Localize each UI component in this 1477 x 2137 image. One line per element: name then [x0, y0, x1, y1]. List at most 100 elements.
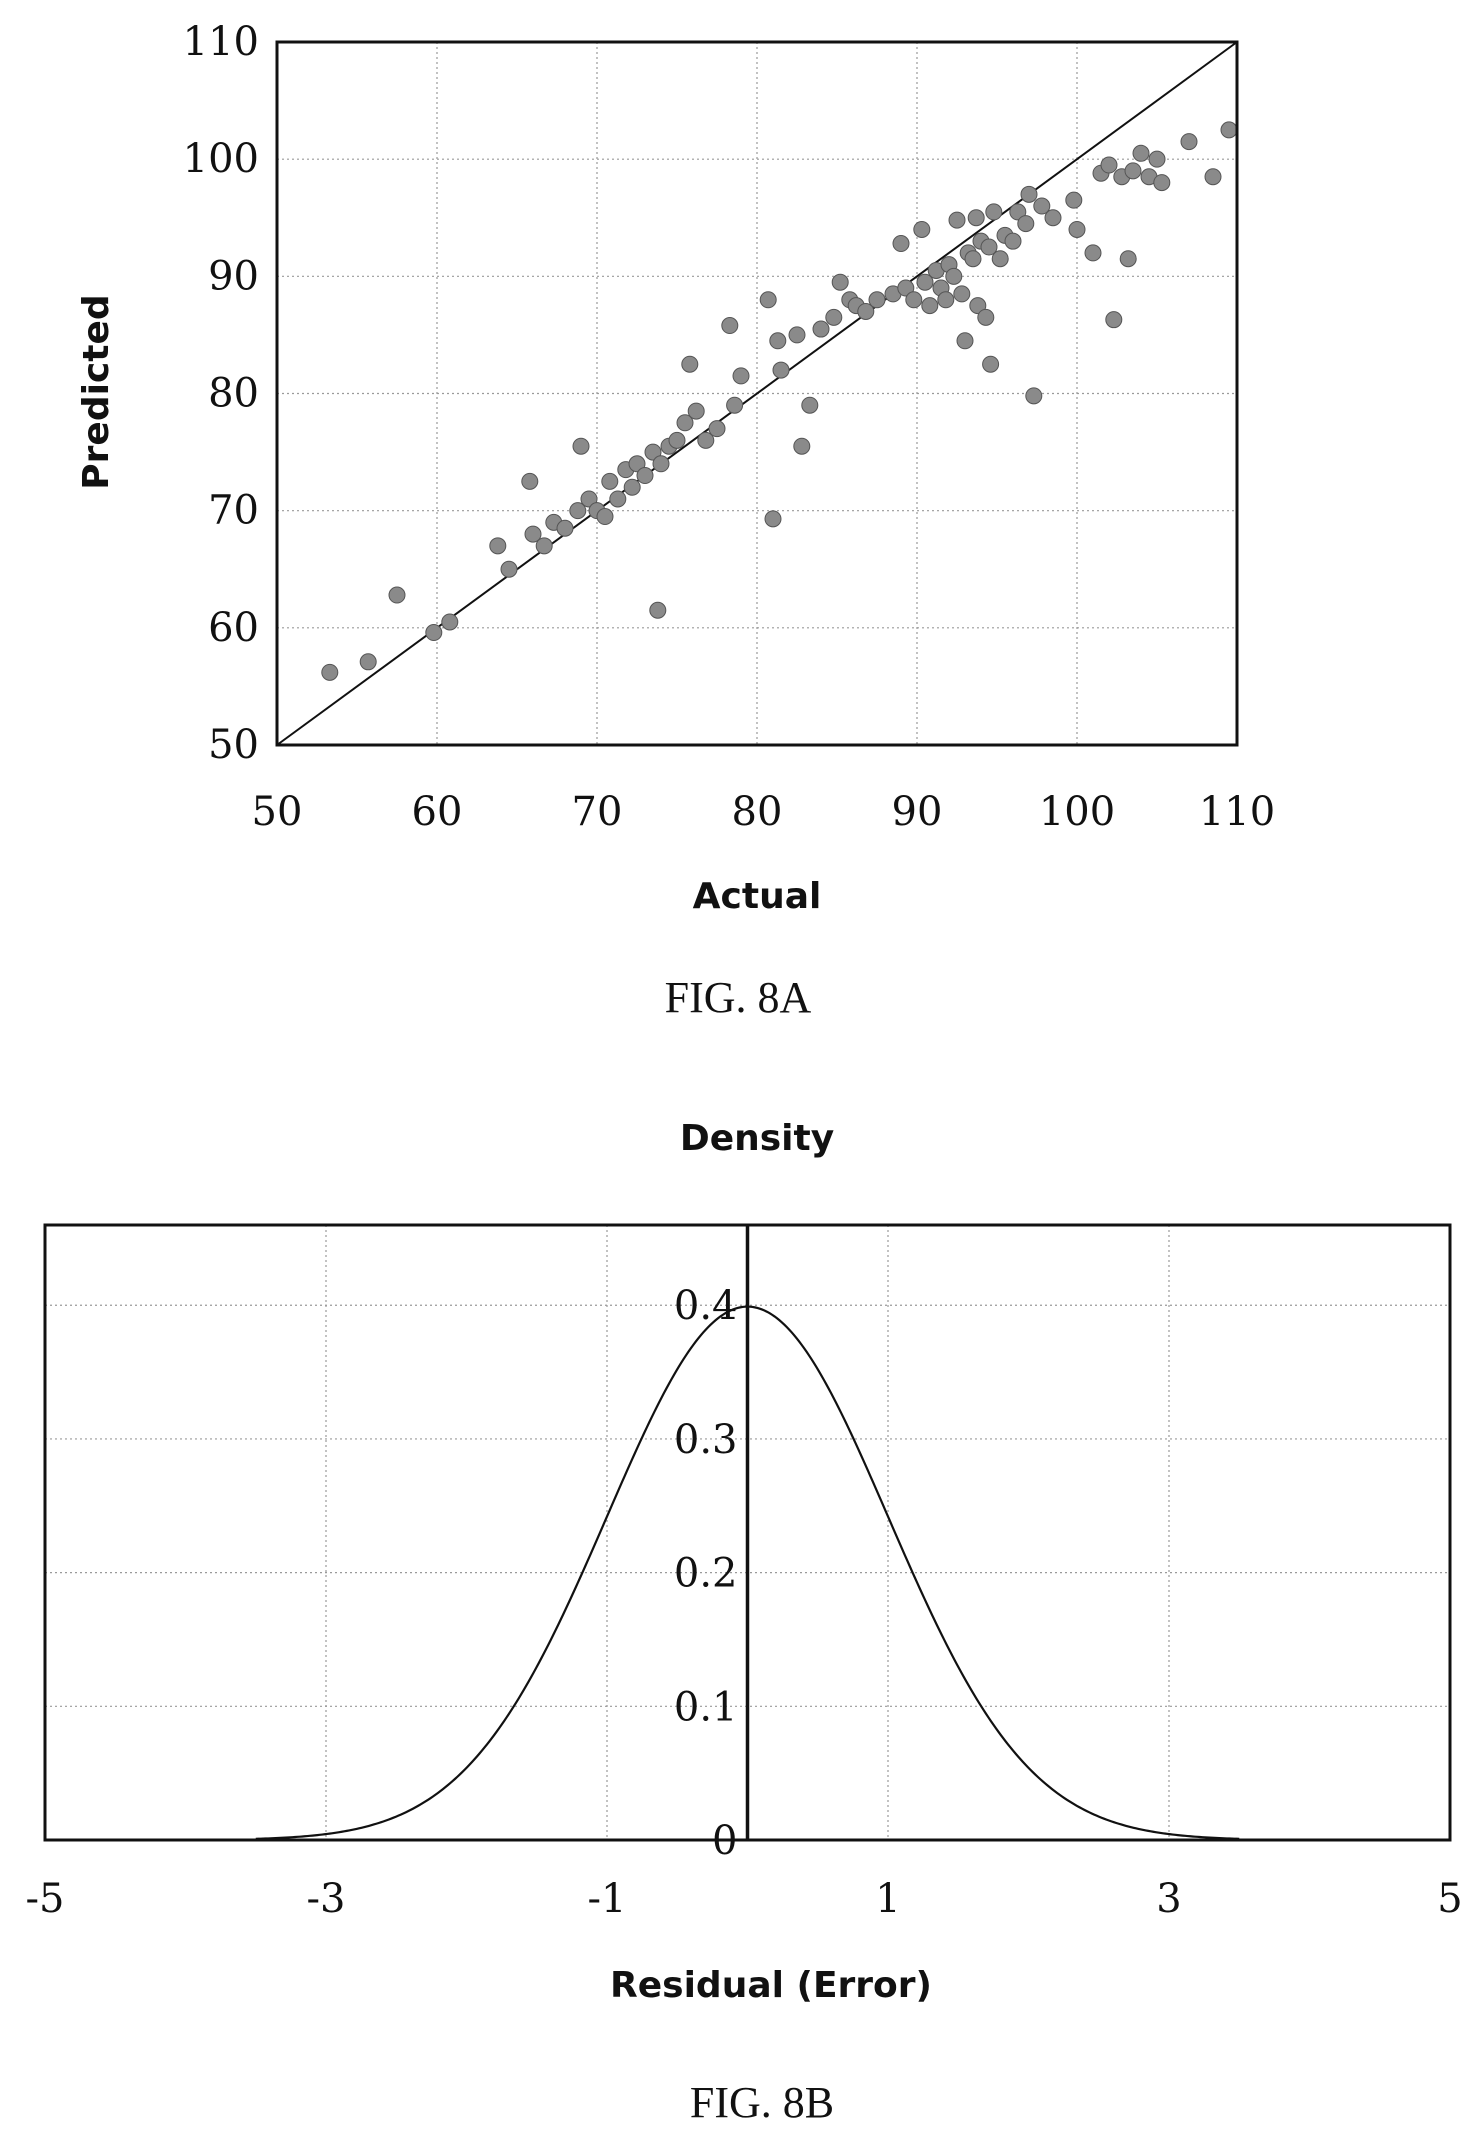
scatter-point — [649, 601, 667, 619]
scatter-y-tick: 50 — [208, 722, 259, 768]
figure-caption-b: FIG. 8B — [690, 2078, 834, 2127]
scatter-point — [441, 613, 459, 631]
scatter-point — [1065, 191, 1083, 209]
scatter-point — [1220, 121, 1238, 139]
density-plot-frame — [43, 1223, 1452, 1842]
scatter-point — [1204, 168, 1222, 186]
scatter-point — [897, 279, 915, 297]
density-x-tick: 3 — [1156, 1876, 1181, 1922]
scatter-y-tick: 70 — [208, 488, 259, 534]
scatter-plot-frame — [275, 40, 1239, 747]
scatter-point — [969, 297, 987, 315]
scatter-point — [1148, 150, 1166, 168]
scatter-point — [913, 220, 931, 238]
scatter-gridlines — [277, 42, 1237, 745]
scatter-point — [801, 396, 819, 414]
scatter-x-tick: 50 — [252, 789, 303, 835]
scatter-point — [521, 472, 539, 490]
scatter-point — [857, 302, 875, 320]
scatter-point — [500, 560, 518, 578]
scatter-point — [1100, 156, 1118, 174]
scatter-point — [812, 320, 830, 338]
density-x-tick: -1 — [588, 1876, 627, 1922]
scatter-point — [726, 396, 744, 414]
scatter-point — [905, 291, 923, 309]
density-x-tick: -5 — [26, 1876, 65, 1922]
scatter-x-tick-labels: 50 60 70 80 90 100 110 — [252, 789, 1276, 835]
density-x-tick-labels: -5 -3 -1 1 3 5 — [26, 1876, 1463, 1922]
scatter-point — [1068, 220, 1086, 238]
scatter-y-tick: 80 — [208, 371, 259, 417]
scatter-point — [759, 291, 777, 309]
scatter-x-tick: 90 — [892, 789, 943, 835]
scatter-point — [1017, 215, 1035, 233]
density-x-tick: 5 — [1437, 1876, 1462, 1922]
scatter-point — [489, 537, 507, 555]
scatter-point — [772, 361, 790, 379]
scatter-point — [732, 367, 750, 385]
density-chart: Density -5 -3 -1 1 3 5 0 0.1 0.2 0.3 0.4 Residual… — [26, 1118, 1463, 2127]
scatter-point — [572, 437, 590, 455]
scatter-y-tick: 110 — [183, 19, 259, 65]
scatter-point — [1153, 174, 1171, 192]
scatter-point — [788, 326, 806, 344]
scatter-point — [596, 508, 614, 526]
density-y-tick: 0.1 — [674, 1684, 738, 1730]
scatter-point — [937, 291, 955, 309]
scatter-x-tick: 100 — [1039, 789, 1115, 835]
scatter-point — [956, 332, 974, 350]
scatter-point — [425, 624, 443, 642]
scatter-point — [697, 431, 715, 449]
density-y-tick: 0.4 — [674, 1283, 738, 1329]
scatter-point — [916, 273, 934, 291]
scatter-point — [991, 250, 1009, 268]
scatter-point — [921, 297, 939, 315]
scatter-point — [556, 519, 574, 537]
scatter-point — [793, 437, 811, 455]
scatter-point — [977, 308, 995, 326]
scatter-point — [1180, 133, 1198, 151]
scatter-y-tick: 100 — [183, 136, 259, 182]
scatter-point — [892, 235, 910, 253]
scatter-y-tick: 60 — [208, 605, 259, 651]
scatter-point — [1132, 144, 1150, 162]
density-y-tick: 0.2 — [674, 1551, 738, 1597]
scatter-x-tick: 110 — [1199, 789, 1275, 835]
scatter-point — [948, 211, 966, 229]
scatter-x-tick: 60 — [412, 789, 463, 835]
scatter-point — [708, 420, 726, 438]
density-y-tick: 0 — [712, 1818, 737, 1864]
density-x-axis-label: Residual (Error) — [610, 1965, 932, 2006]
density-y-tick: 0.3 — [674, 1417, 738, 1463]
scatter-point — [982, 355, 1000, 373]
scatter-point — [964, 250, 982, 268]
scatter-point — [1119, 250, 1137, 268]
scatter-point — [825, 308, 843, 326]
scatter-point — [668, 431, 686, 449]
scatter-point — [636, 467, 654, 485]
scatter-y-axis-label: Predicted — [76, 294, 117, 489]
scatter-point — [1025, 387, 1043, 405]
density-x-tick: -3 — [307, 1876, 346, 1922]
scatter-point — [1044, 209, 1062, 227]
scatter-point — [628, 455, 646, 473]
figure-caption-a: FIG. 8A — [665, 973, 812, 1022]
scatter-point — [721, 317, 739, 335]
scatter-point — [321, 663, 339, 681]
scatter-point — [359, 653, 377, 671]
scatter-y-tick-labels: 50 60 70 80 90 100 110 — [183, 19, 259, 768]
scatter-point — [1020, 185, 1038, 203]
scatter-x-tick: 70 — [572, 789, 623, 835]
scatter-point — [601, 472, 619, 490]
scatter-point — [1033, 197, 1051, 215]
scatter-point — [980, 238, 998, 256]
scatter-point — [524, 525, 542, 543]
scatter-point — [868, 291, 886, 309]
scatter-point — [388, 586, 406, 604]
scatter-x-tick: 80 — [732, 789, 783, 835]
scatter-point — [945, 267, 963, 285]
scatter-points — [321, 121, 1238, 681]
scatter-point — [1105, 311, 1123, 329]
scatter-point — [967, 209, 985, 227]
scatter-point — [1009, 203, 1027, 221]
